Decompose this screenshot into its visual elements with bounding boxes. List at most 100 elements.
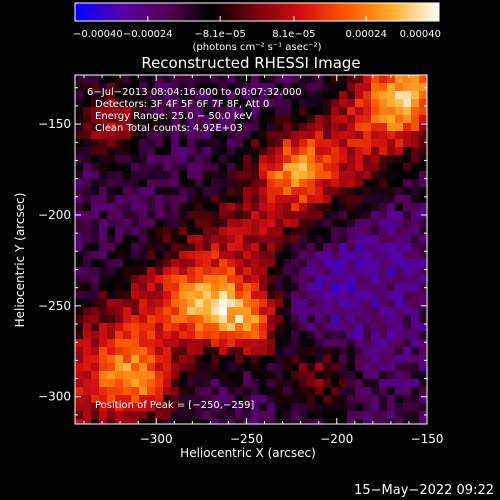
heatmap-cell	[307, 419, 315, 424]
heatmap-cell	[83, 267, 91, 275]
heatmap-cell	[339, 235, 347, 243]
heatmap-cell	[419, 411, 427, 419]
heatmap-cell	[411, 187, 419, 195]
heatmap-cell	[203, 115, 211, 123]
heatmap-cell	[371, 323, 379, 331]
heatmap-cell	[419, 131, 427, 139]
heatmap-cell	[227, 355, 235, 363]
heatmap-cell	[403, 355, 411, 363]
heatmap-cell	[179, 115, 187, 123]
heatmap-cell	[395, 147, 403, 155]
heatmap-cell	[147, 307, 155, 315]
heatmap-cell	[347, 187, 355, 195]
heatmap-cell	[323, 179, 331, 187]
heatmap-cell	[379, 259, 387, 267]
heatmap-cell	[139, 187, 147, 195]
heatmap-cell	[91, 259, 99, 267]
heatmap-cell	[419, 395, 427, 403]
heatmap-cell	[291, 83, 299, 91]
heatmap-cell	[387, 227, 395, 235]
heatmap-cell	[195, 139, 203, 147]
heatmap-cell	[387, 163, 395, 171]
heatmap-cell	[283, 203, 291, 211]
heatmap-cell	[283, 75, 291, 83]
heatmap-cell	[275, 371, 283, 379]
heatmap-cell	[139, 203, 147, 211]
heatmap-cell	[187, 331, 195, 339]
heatmap-cell	[339, 155, 347, 163]
heatmap-cell	[195, 307, 203, 315]
heatmap-cell	[283, 251, 291, 259]
heatmap-cell	[195, 299, 203, 307]
heatmap-cell	[331, 155, 339, 163]
heatmap-cell	[139, 83, 147, 91]
heatmap-cell	[107, 115, 115, 123]
heatmap-cell	[315, 347, 323, 355]
heatmap-cell	[275, 331, 283, 339]
heatmap-cell	[355, 299, 363, 307]
heatmap-cell	[347, 307, 355, 315]
heatmap-cell	[99, 179, 107, 187]
heatmap-cell	[403, 203, 411, 211]
heatmap-cell	[299, 283, 307, 291]
heatmap-cell	[179, 171, 187, 179]
heatmap-cell	[219, 171, 227, 179]
heatmap-cell	[91, 283, 99, 291]
heatmap-cell	[187, 115, 195, 123]
heatmap-cell	[131, 339, 139, 347]
heatmap-cell	[387, 187, 395, 195]
heatmap-cell	[315, 187, 323, 195]
heatmap-cell	[267, 291, 275, 299]
heatmap-cell	[115, 75, 123, 83]
heatmap-cell	[331, 107, 339, 115]
heatmap-cell	[299, 419, 307, 424]
heatmap-cell	[163, 371, 171, 379]
heatmap-cell	[195, 147, 203, 155]
heatmap-cell	[251, 283, 259, 291]
heatmap-cell	[227, 195, 235, 203]
heatmap-cell	[307, 259, 315, 267]
heatmap-cell	[219, 323, 227, 331]
heatmap-cell	[115, 291, 123, 299]
heatmap-cell	[323, 379, 331, 387]
heatmap-cell	[379, 139, 387, 147]
heatmap-cell	[99, 331, 107, 339]
heatmap-cell	[363, 291, 371, 299]
heatmap-cell	[403, 307, 411, 315]
heatmap-cell	[379, 291, 387, 299]
heatmap-cell	[371, 195, 379, 203]
heatmap-cell	[307, 155, 315, 163]
heatmap-cell	[211, 371, 219, 379]
heatmap-cell	[147, 339, 155, 347]
heatmap-cell	[395, 219, 403, 227]
heatmap-cell	[155, 267, 163, 275]
heatmap-cell	[347, 323, 355, 331]
heatmap-cell	[195, 203, 203, 211]
heatmap-cell	[91, 139, 99, 147]
heatmap-cell	[419, 291, 427, 299]
heatmap-cell	[339, 75, 347, 83]
heatmap-cell	[171, 75, 179, 83]
heatmap-cell	[379, 323, 387, 331]
heatmap-cell	[371, 291, 379, 299]
heatmap-cell	[147, 227, 155, 235]
heatmap-cell	[363, 211, 371, 219]
heatmap-cell	[395, 283, 403, 291]
heatmap-cell	[299, 339, 307, 347]
heatmap-cell	[395, 291, 403, 299]
heatmap-cell	[115, 219, 123, 227]
heatmap-cell	[211, 187, 219, 195]
heatmap-cell	[227, 179, 235, 187]
heatmap-cell	[339, 259, 347, 267]
heatmap-cell	[179, 339, 187, 347]
heatmap-cell	[227, 99, 235, 107]
heatmap-cell	[291, 355, 299, 363]
heatmap-cell	[115, 123, 123, 131]
heatmap-cell	[307, 339, 315, 347]
heatmap-cell	[155, 147, 163, 155]
heatmap-cell	[363, 107, 371, 115]
heatmap-cell	[419, 363, 427, 371]
heatmap-cell	[387, 411, 395, 419]
heatmap-cell	[283, 243, 291, 251]
heatmap-cell	[187, 379, 195, 387]
